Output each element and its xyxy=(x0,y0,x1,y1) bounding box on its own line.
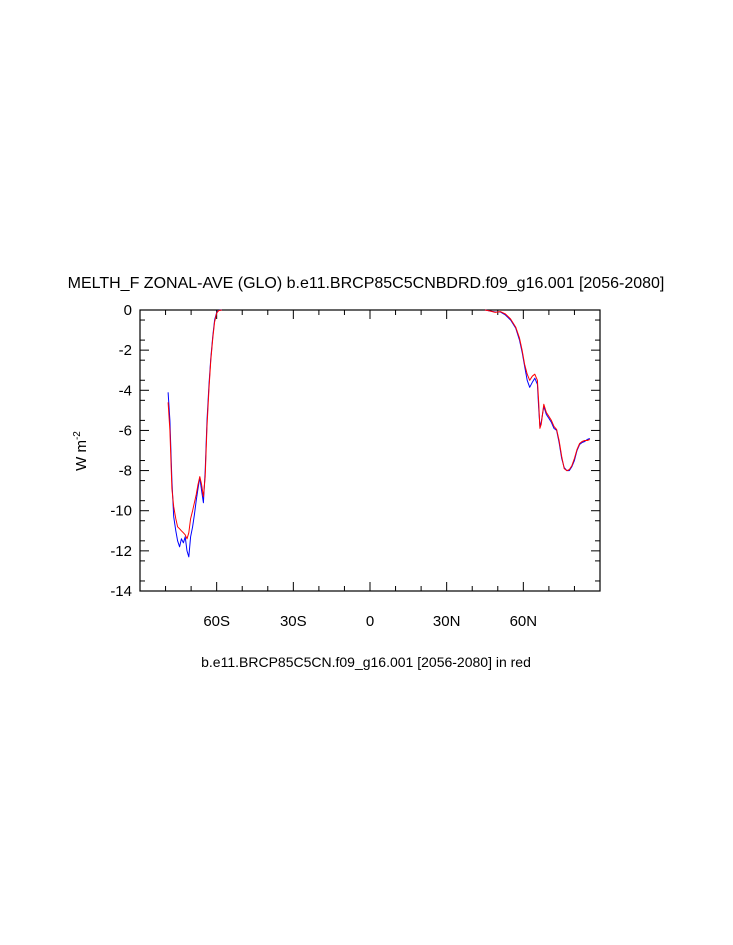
series-line-red xyxy=(484,309,590,472)
series-lines xyxy=(167,309,590,558)
y-tick-label: -14 xyxy=(110,583,132,600)
x-axis-caption: b.e11.BRCP85C5CN.f09_g16.001 [2056-2080]… xyxy=(201,654,531,670)
y-tick-label: -4 xyxy=(119,382,132,399)
y-axis-label: W m-2 xyxy=(72,431,90,471)
series-line-red xyxy=(167,309,222,540)
series-line-blue xyxy=(484,309,590,472)
x-tick-label: 60S xyxy=(203,613,230,630)
y-tick-label: -8 xyxy=(119,463,132,480)
x-tick-label: 30N xyxy=(433,613,461,630)
y-tick-label: -2 xyxy=(119,342,132,359)
y-tick-label: -10 xyxy=(110,503,132,520)
x-tick-label: 30S xyxy=(280,613,307,630)
y-axis-label-superscript: -2 xyxy=(72,431,83,440)
x-tick-label: 60N xyxy=(510,613,538,630)
chart-title: MELTH_F ZONAL-AVE (GLO) b.e11.BRCP85C5CN… xyxy=(68,275,665,292)
x-axis: 60S 30S 0 30N 60N xyxy=(165,310,575,630)
y-axis: 0 -2 -4 -6 -8 -10 -12 -14 xyxy=(110,302,600,600)
y-tick-label: -6 xyxy=(119,422,132,439)
y-tick-label: -12 xyxy=(110,543,132,560)
y-tick-label: 0 xyxy=(124,302,132,319)
y-axis-label-base: W m xyxy=(73,440,90,471)
x-tick-label: 0 xyxy=(366,613,374,630)
plot-frame xyxy=(139,309,601,592)
